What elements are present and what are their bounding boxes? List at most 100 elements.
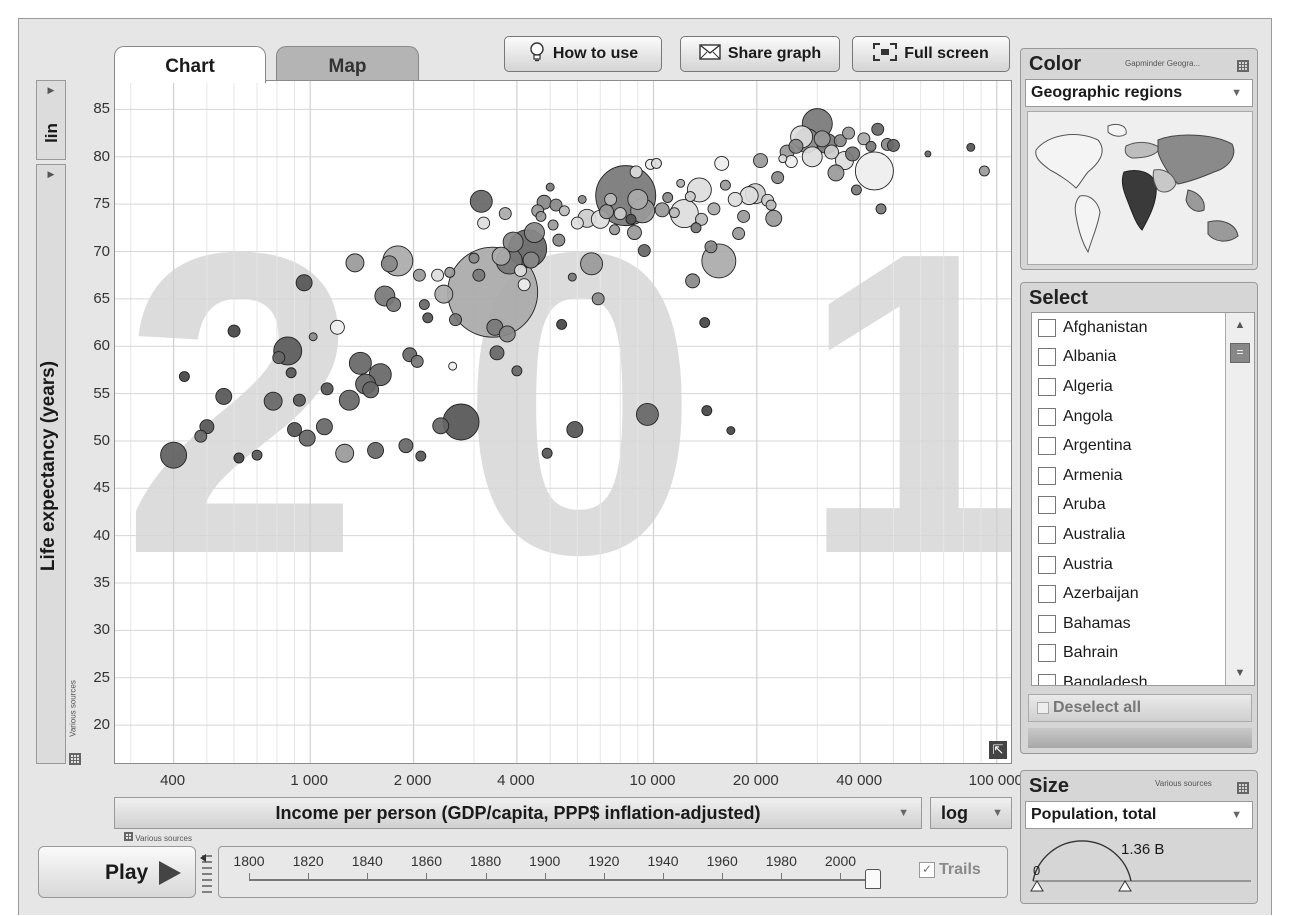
- country-bubble[interactable]: [842, 126, 856, 140]
- country-bubble[interactable]: [857, 132, 871, 146]
- x-scale-selector[interactable]: log ▼: [930, 797, 1012, 829]
- country-bubble[interactable]: [871, 122, 885, 136]
- country-bubble[interactable]: [845, 146, 860, 162]
- country-bubble[interactable]: [813, 130, 831, 148]
- country-checkbox[interactable]: [1038, 437, 1056, 456]
- country-bubble[interactable]: [668, 207, 680, 219]
- country-bubble[interactable]: [434, 284, 454, 304]
- country-bubble[interactable]: [431, 268, 445, 282]
- country-bubble[interactable]: [699, 317, 711, 328]
- y-scale-selector[interactable]: ▶ lin: [36, 80, 66, 160]
- country-bubble[interactable]: [739, 186, 759, 206]
- country-bubble[interactable]: [432, 417, 450, 435]
- country-bubble[interactable]: [854, 151, 894, 191]
- scroll-down-icon[interactable]: ▼: [1234, 667, 1246, 679]
- country-bubble[interactable]: [875, 203, 887, 215]
- country-list[interactable]: Afghanistan Albania Algeria Angola Argentina…: [1031, 312, 1255, 686]
- country-bubble[interactable]: [511, 365, 523, 377]
- country-bubble[interactable]: [978, 165, 990, 177]
- y-indicator-selector[interactable]: ▶: [36, 164, 66, 764]
- country-bubble[interactable]: [556, 318, 568, 330]
- country-bubble[interactable]: [491, 246, 511, 266]
- country-checkbox[interactable]: [1038, 614, 1056, 633]
- country-checkbox[interactable]: [1038, 348, 1056, 367]
- country-bubble[interactable]: [788, 138, 804, 154]
- country-bubble[interactable]: [338, 389, 360, 411]
- country-bubble[interactable]: [472, 268, 486, 282]
- country-bubble[interactable]: [570, 216, 584, 230]
- country-bubble[interactable]: [684, 191, 696, 203]
- country-bubble[interactable]: [695, 212, 708, 226]
- full-screen-button[interactable]: Full screen: [852, 36, 1010, 72]
- country-checkbox[interactable]: [1038, 555, 1056, 574]
- country-bubble[interactable]: [966, 142, 976, 152]
- country-bubble[interactable]: [468, 252, 480, 264]
- size-legend[interactable]: 1.36 B 0: [1027, 833, 1253, 899]
- country-bubble[interactable]: [535, 211, 547, 222]
- country-bubble[interactable]: [517, 278, 531, 292]
- country-bubble[interactable]: [329, 319, 345, 335]
- country-list-item[interactable]: Bahamas: [1032, 609, 1254, 639]
- country-bubble[interactable]: [410, 354, 424, 368]
- country-bubble[interactable]: [502, 231, 524, 253]
- country-bubble[interactable]: [651, 157, 662, 169]
- country-bubble[interactable]: [609, 224, 620, 236]
- scroll-up-icon[interactable]: ▲: [1234, 319, 1246, 331]
- country-bubble[interactable]: [227, 324, 241, 338]
- country-bubble[interactable]: [886, 138, 900, 152]
- size-indicator-dropdown[interactable]: Population, total ▼: [1025, 801, 1253, 829]
- country-list-item[interactable]: Albania: [1032, 343, 1254, 373]
- expand-corner-icon[interactable]: ⇱: [989, 741, 1007, 759]
- country-bubble[interactable]: [449, 313, 462, 327]
- country-bubble[interactable]: [292, 393, 306, 407]
- country-bubble[interactable]: [566, 421, 584, 439]
- country-bubble[interactable]: [599, 204, 615, 220]
- country-bubble[interactable]: [442, 403, 480, 441]
- country-bubble[interactable]: [523, 222, 545, 244]
- country-bubble[interactable]: [924, 150, 932, 158]
- country-bubble[interactable]: [626, 225, 642, 241]
- x-indicator-selector[interactable]: Income per person (GDP/capita, PPP$ infl…: [114, 797, 922, 829]
- country-bubble[interactable]: [635, 402, 659, 426]
- country-bubble[interactable]: [637, 244, 651, 258]
- country-bubble[interactable]: [753, 153, 768, 169]
- country-bubble[interactable]: [348, 351, 372, 375]
- country-bubble[interactable]: [298, 429, 316, 447]
- country-list-scrollbar[interactable]: ▲ = ▼: [1225, 313, 1254, 685]
- country-list-item[interactable]: Afghanistan: [1032, 313, 1254, 343]
- country-bubble[interactable]: [489, 345, 505, 361]
- country-bubble[interactable]: [335, 443, 355, 463]
- country-bubble[interactable]: [178, 371, 190, 382]
- country-bubble[interactable]: [287, 422, 302, 438]
- country-bubble[interactable]: [522, 251, 540, 269]
- country-bubble[interactable]: [737, 210, 751, 223]
- trails-checkbox[interactable]: ✓: [919, 862, 935, 878]
- country-bubble[interactable]: [398, 438, 414, 454]
- country-bubble[interactable]: [448, 361, 458, 371]
- country-bubble[interactable]: [362, 381, 380, 399]
- country-bubble[interactable]: [778, 154, 788, 164]
- play-button[interactable]: Play: [38, 846, 196, 898]
- country-bubble[interactable]: [380, 255, 398, 273]
- country-bubble[interactable]: [469, 189, 493, 213]
- tab-chart[interactable]: Chart: [114, 46, 266, 83]
- country-bubble[interactable]: [801, 146, 823, 168]
- country-bubble[interactable]: [865, 140, 877, 152]
- country-bubble[interactable]: [295, 274, 313, 292]
- country-checkbox[interactable]: [1038, 585, 1056, 604]
- country-bubble[interactable]: [308, 332, 318, 342]
- country-bubble[interactable]: [547, 219, 559, 231]
- country-bubble[interactable]: [418, 299, 430, 310]
- country-bubble[interactable]: [386, 297, 402, 312]
- country-bubble[interactable]: [591, 292, 605, 306]
- color-source-grid-icon[interactable]: [1237, 59, 1249, 77]
- country-bubble[interactable]: [444, 266, 456, 278]
- country-bubble[interactable]: [251, 449, 263, 461]
- country-bubble[interactable]: [422, 312, 434, 324]
- timeline-slider[interactable]: 1800 1820 1840 1860 1880 1900 1920 1940 1960 1980…: [218, 846, 1008, 898]
- country-bubble[interactable]: [604, 192, 618, 206]
- trails-toggle[interactable]: ✓ Trails: [919, 861, 981, 879]
- country-bubble[interactable]: [345, 253, 365, 273]
- country-checkbox[interactable]: [1038, 318, 1056, 337]
- country-bubble[interactable]: [676, 178, 686, 188]
